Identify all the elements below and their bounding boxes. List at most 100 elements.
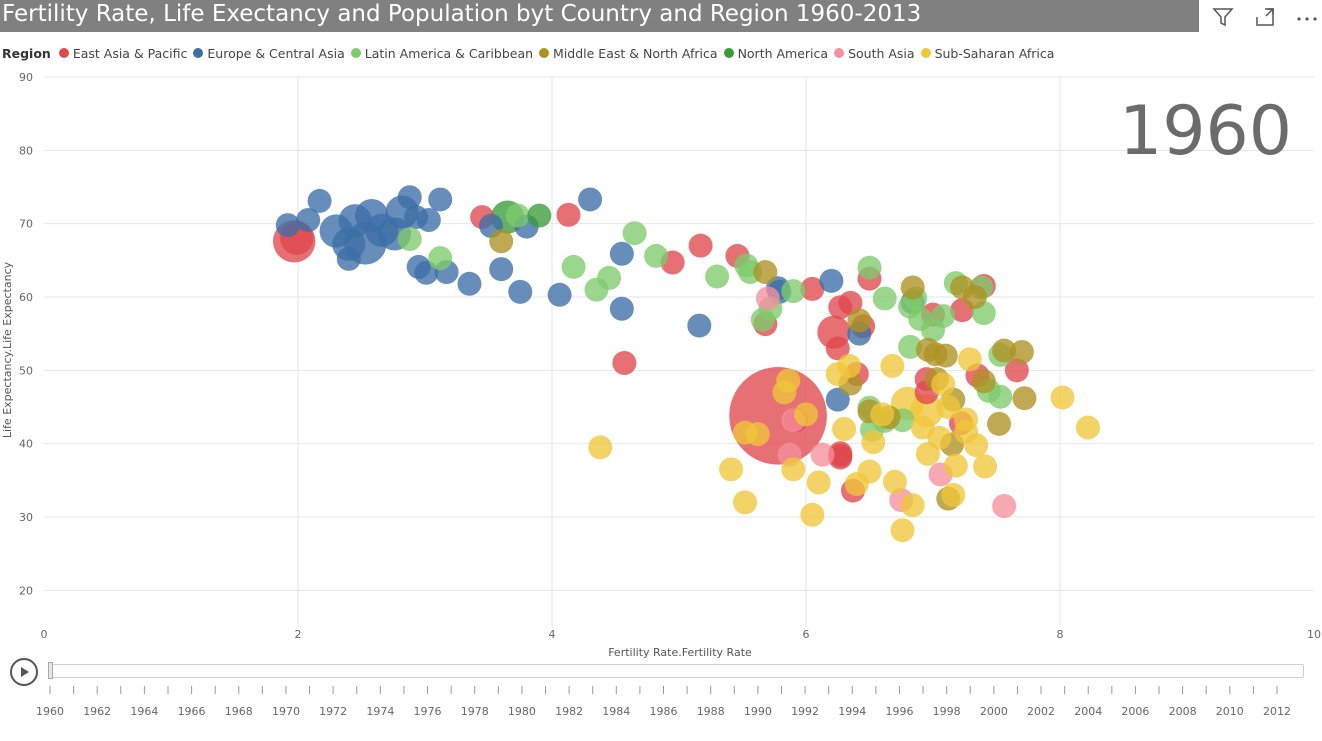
legend-label: Middle East & North Africa xyxy=(553,45,718,61)
data-bubble xyxy=(745,422,770,447)
legend-title: Region xyxy=(2,45,51,61)
play-icon xyxy=(21,667,29,677)
more-options-icon[interactable] xyxy=(1294,4,1320,30)
legend: Region East Asia & Pacific Europe & Centr… xyxy=(2,44,1060,62)
timeline-year-label[interactable]: 1990 xyxy=(744,705,772,718)
data-bubble xyxy=(971,369,996,394)
timeline-year-label[interactable]: 2002 xyxy=(1027,705,1055,718)
timeline-year-label[interactable]: 1980 xyxy=(508,705,536,718)
data-bubble xyxy=(992,338,1017,363)
data-bubble xyxy=(781,457,806,482)
data-bubble xyxy=(861,430,886,455)
timeline-year-label[interactable]: 1992 xyxy=(791,705,819,718)
data-bubble xyxy=(755,286,780,311)
legend-item[interactable]: South Asia xyxy=(834,46,915,61)
data-bubble xyxy=(943,453,968,478)
data-bubble xyxy=(1050,385,1075,410)
legend-item[interactable]: East Asia & Pacific xyxy=(58,45,188,61)
data-bubble xyxy=(687,313,712,338)
timeline-year-label[interactable]: 2006 xyxy=(1121,705,1149,718)
legend-marker xyxy=(193,48,204,58)
legend-item[interactable]: Latin America & Caribbean xyxy=(350,46,533,61)
play-button[interactable] xyxy=(10,658,38,686)
timeline-year-label[interactable]: 2010 xyxy=(1216,705,1244,718)
timeline-year-label[interactable]: 1998 xyxy=(933,705,961,718)
filter-icon[interactable] xyxy=(1210,4,1236,30)
data-bubble xyxy=(556,202,581,227)
legend-marker xyxy=(539,48,550,58)
timeline-year-label[interactable]: 1982 xyxy=(555,705,583,718)
legend-item[interactable]: Sub-Saharan Africa xyxy=(920,45,1055,61)
timeline-year-label[interactable]: 1968 xyxy=(225,705,253,718)
data-bubble xyxy=(561,254,586,279)
legend-label: Sub-Saharan Africa xyxy=(934,45,1055,61)
legend-item[interactable]: Middle East & North Africa xyxy=(539,46,718,61)
data-bubble xyxy=(964,433,989,458)
focus-mode-icon[interactable] xyxy=(1252,4,1278,30)
data-bubble xyxy=(847,308,872,333)
timeline-year-label[interactable]: 1970 xyxy=(272,705,300,718)
legend-item[interactable]: Europe & Central Asia xyxy=(193,46,345,61)
data-bubble xyxy=(987,411,1012,436)
data-bubble xyxy=(588,435,613,460)
data-bubble xyxy=(1004,358,1029,383)
data-bubble xyxy=(1009,340,1034,364)
x-axis-title: Fertility Rate.Fertility Rate xyxy=(608,646,752,659)
data-bubble xyxy=(915,337,940,362)
timeline-year-label[interactable]: 1978 xyxy=(461,705,489,718)
data-bubble xyxy=(1075,415,1100,440)
data-bubble xyxy=(825,387,850,412)
data-bubble xyxy=(609,241,634,266)
data-bubble xyxy=(705,264,730,289)
data-bubble xyxy=(336,246,361,271)
timeline-year-label[interactable]: 1994 xyxy=(838,705,866,718)
data-bubble xyxy=(1012,386,1037,411)
timeline-year-label[interactable]: 1986 xyxy=(650,705,678,718)
data-bubble xyxy=(794,402,818,427)
x-tick-label: 8 xyxy=(1057,628,1064,641)
timeline-year-label[interactable]: 1988 xyxy=(697,705,725,718)
timeline-year-label[interactable]: 1972 xyxy=(319,705,347,718)
timeline-slider[interactable] xyxy=(48,664,1304,678)
timeline-year-label[interactable]: 1960 xyxy=(36,705,64,718)
data-bubble xyxy=(857,255,882,280)
timeline-year-label[interactable]: 1984 xyxy=(602,705,630,718)
timeline-year-label[interactable]: 2012 xyxy=(1263,705,1291,718)
timeline-year-label[interactable]: 1976 xyxy=(414,705,442,718)
data-bubble xyxy=(870,402,895,427)
y-tick-label: 70 xyxy=(19,218,33,231)
data-bubble xyxy=(612,351,637,375)
timeline-year-label[interactable]: 2000 xyxy=(980,705,1008,718)
data-bubble xyxy=(898,334,923,359)
timeline-slider-thumb[interactable] xyxy=(48,662,53,679)
data-bubble xyxy=(825,362,850,386)
timeline-year-label[interactable]: 2004 xyxy=(1074,705,1102,718)
data-bubble xyxy=(296,208,321,232)
data-bubble xyxy=(819,268,844,293)
data-bubble xyxy=(931,372,956,397)
timeline-year-label[interactable]: 1974 xyxy=(366,705,394,718)
data-bubble xyxy=(457,271,482,296)
timeline-year-label[interactable]: 1962 xyxy=(83,705,111,718)
timeline-year-label[interactable]: 1996 xyxy=(885,705,913,718)
x-tick-label: 4 xyxy=(549,628,556,641)
legend-item[interactable]: North America xyxy=(723,46,828,61)
timeline-year-label[interactable]: 2008 xyxy=(1169,705,1197,718)
data-bubble xyxy=(806,470,831,495)
timeline-year-label[interactable]: 1966 xyxy=(178,705,206,718)
data-bubble xyxy=(992,494,1017,518)
y-tick-label: 40 xyxy=(19,438,33,451)
legend-label: East Asia & Pacific xyxy=(72,45,188,61)
timeline-year-label[interactable]: 1964 xyxy=(130,705,158,718)
data-bubble xyxy=(988,384,1013,409)
data-bubble xyxy=(772,380,797,405)
data-bubble xyxy=(828,441,853,466)
data-bubble xyxy=(547,282,572,307)
legend-marker xyxy=(350,48,361,58)
data-bubble xyxy=(275,213,300,238)
data-bubble xyxy=(872,286,897,311)
data-bubble xyxy=(810,442,835,467)
year-label: 1960 xyxy=(1119,92,1292,171)
timeline-axis: 1960 1962 1964 1966 1968 1970 1972 1974 1976 1978… xyxy=(36,686,1291,718)
chart-title: Fertility Rate, Life Exectancy and Popul… xyxy=(2,1,922,27)
